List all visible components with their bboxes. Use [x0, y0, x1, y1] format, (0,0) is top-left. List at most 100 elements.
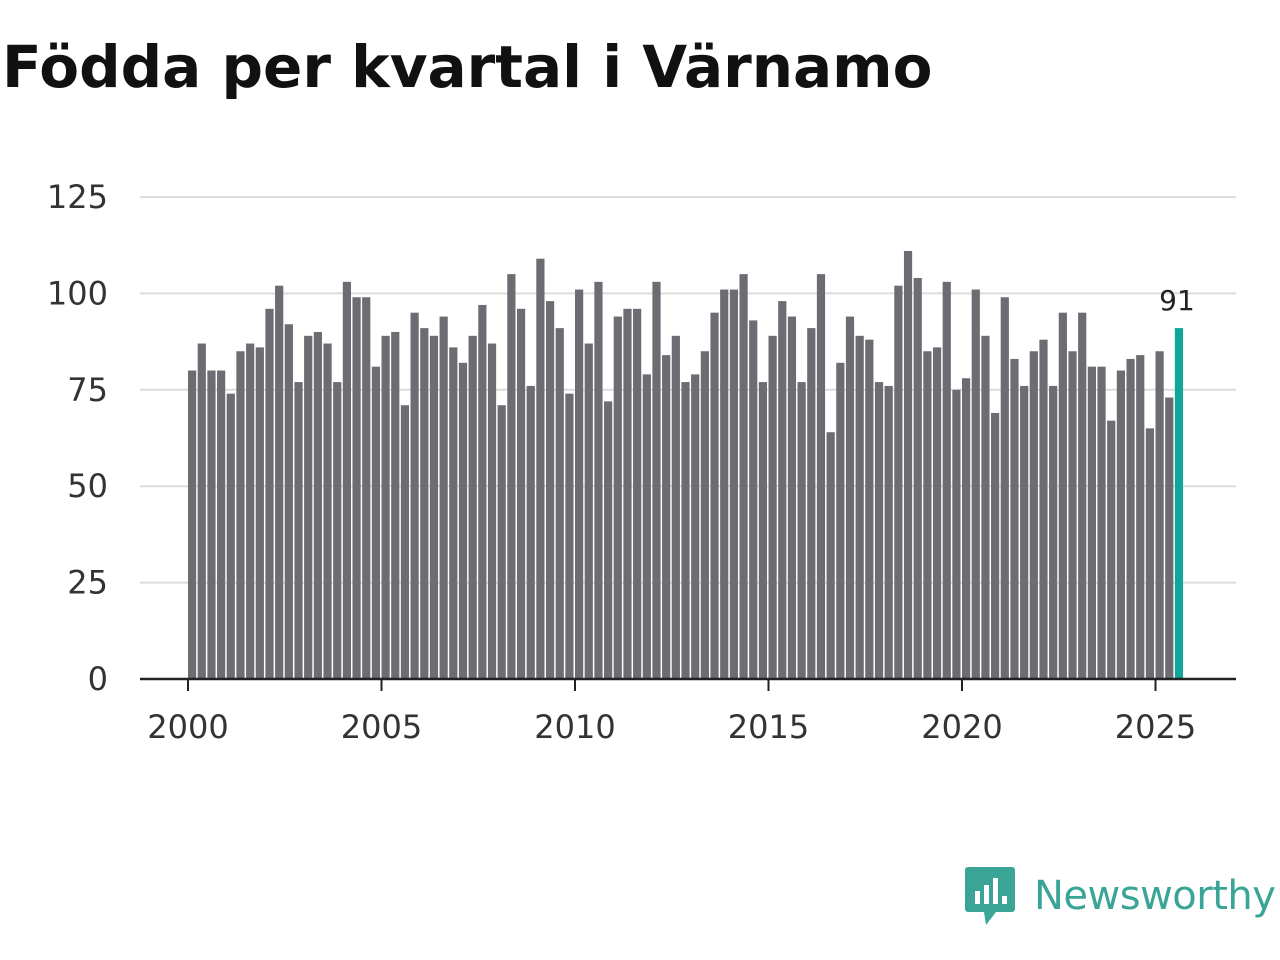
bar	[468, 335, 477, 679]
bar	[962, 378, 971, 679]
bar	[352, 297, 361, 679]
bar	[429, 335, 439, 679]
bar	[942, 281, 951, 679]
bar	[971, 289, 980, 679]
bar	[845, 316, 855, 679]
bar	[400, 405, 410, 679]
bar	[768, 335, 777, 679]
bar	[536, 258, 545, 679]
bar-chart: 0 25 50 75 100 125 91 2000 2005 2010 2015 2020 2025	[47, 178, 1236, 746]
bar	[932, 347, 942, 679]
bar	[1116, 370, 1125, 679]
bar	[381, 335, 390, 679]
bar	[874, 382, 884, 679]
bar	[342, 281, 351, 679]
bar	[255, 347, 264, 679]
bar	[420, 328, 429, 679]
bar	[952, 389, 961, 679]
brand-name: Newsworthy	[1034, 873, 1276, 919]
bar	[391, 331, 400, 679]
bar	[197, 343, 206, 679]
bar	[826, 432, 835, 679]
bar	[478, 304, 487, 679]
y-tick-label: 75	[67, 371, 108, 409]
bar	[265, 308, 274, 679]
bar	[604, 401, 613, 679]
bar	[507, 274, 516, 679]
bar	[903, 250, 913, 679]
bar	[1097, 366, 1106, 679]
x-tick-label: 2015	[728, 708, 809, 746]
bar	[487, 343, 497, 679]
y-tick-label: 50	[67, 467, 108, 505]
bar	[565, 393, 574, 679]
bar	[991, 412, 1000, 679]
bar	[613, 316, 622, 679]
bar	[284, 324, 293, 679]
bar	[1029, 351, 1038, 679]
bar	[207, 370, 216, 679]
bar	[662, 355, 671, 679]
bar	[749, 320, 758, 679]
x-tick-label: 2020	[921, 708, 1002, 746]
bar	[313, 331, 322, 679]
bar	[865, 339, 874, 679]
bar	[1145, 428, 1155, 679]
bar	[739, 274, 748, 679]
brand-logo: Newsworthy	[964, 864, 1276, 928]
bar	[1039, 339, 1048, 679]
bar	[652, 281, 661, 679]
bar	[188, 370, 197, 679]
bar	[304, 335, 313, 679]
bar	[913, 277, 922, 679]
bar	[884, 385, 893, 679]
highlight-bar	[1174, 328, 1184, 679]
bar	[710, 312, 719, 679]
bar	[894, 285, 903, 679]
bar	[1000, 297, 1009, 679]
bar	[807, 328, 816, 679]
y-tick-label: 0	[88, 660, 108, 698]
bar	[836, 362, 845, 679]
bar	[700, 351, 709, 679]
bar	[1010, 358, 1019, 679]
bar	[236, 351, 245, 679]
bar	[439, 316, 448, 679]
y-tick-label: 125	[47, 178, 108, 216]
bar	[758, 382, 768, 679]
y-tick-label: 100	[47, 274, 108, 312]
bar	[516, 308, 526, 679]
bar	[1087, 366, 1096, 679]
bar	[526, 385, 535, 679]
bar	[362, 297, 371, 679]
bar	[855, 335, 864, 679]
bar	[1058, 312, 1067, 679]
bar	[458, 362, 468, 679]
x-tick-label: 2000	[147, 708, 228, 746]
bar	[1126, 358, 1135, 679]
bar	[275, 285, 284, 679]
bar	[797, 382, 806, 679]
bar	[555, 328, 564, 679]
bar	[923, 351, 932, 679]
bar	[1049, 385, 1058, 679]
bar	[671, 335, 680, 679]
bar	[246, 343, 255, 679]
bar	[1136, 355, 1145, 679]
bar	[1107, 420, 1116, 679]
bar	[584, 343, 593, 679]
chart-title: Födda per kvartal i Värnamo	[2, 33, 933, 101]
bar	[294, 382, 303, 679]
bar	[1020, 385, 1029, 679]
bar	[323, 343, 332, 679]
bar	[623, 308, 632, 679]
x-tick-label: 2010	[534, 708, 615, 746]
bar	[1078, 312, 1087, 679]
bar	[545, 301, 555, 679]
bar	[778, 301, 787, 679]
bar	[497, 405, 506, 679]
bar	[691, 374, 700, 679]
bar	[729, 289, 738, 679]
bar	[333, 382, 342, 679]
bar	[720, 289, 729, 679]
